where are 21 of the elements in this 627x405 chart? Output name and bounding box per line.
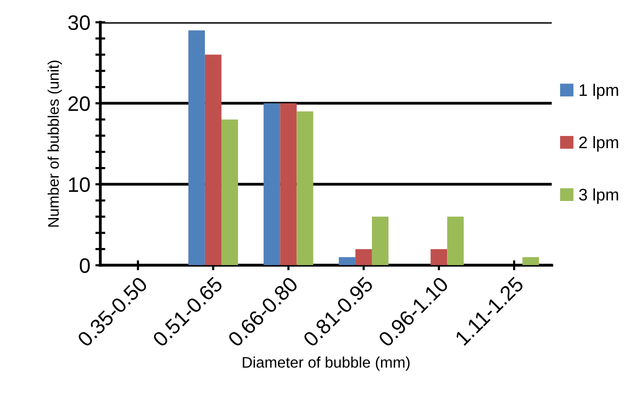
bar	[430, 249, 448, 266]
bar	[204, 54, 222, 266]
bar	[447, 216, 464, 266]
bar	[372, 216, 388, 266]
legend-label: 2 lpm	[579, 136, 618, 152]
y-axis-title: Number of bubbles (unit)	[48, 60, 62, 227]
bar	[188, 30, 205, 266]
x-axis-title: Diameter of bubble (mm)	[242, 356, 410, 371]
y-tick-label: 0	[80, 258, 90, 274]
y-tick-label: 20	[68, 96, 90, 112]
bar	[280, 103, 297, 266]
bar	[355, 249, 372, 266]
bar	[522, 257, 539, 266]
bar	[338, 257, 356, 266]
bar	[296, 111, 314, 266]
y-tick-label: 30	[68, 15, 90, 30]
y-tick-label: 10	[69, 177, 90, 192]
bar	[264, 103, 280, 266]
bar	[221, 119, 238, 266]
legend-label: 3 lpm	[579, 188, 618, 204]
legend-label: 1 lpm	[580, 84, 618, 100]
